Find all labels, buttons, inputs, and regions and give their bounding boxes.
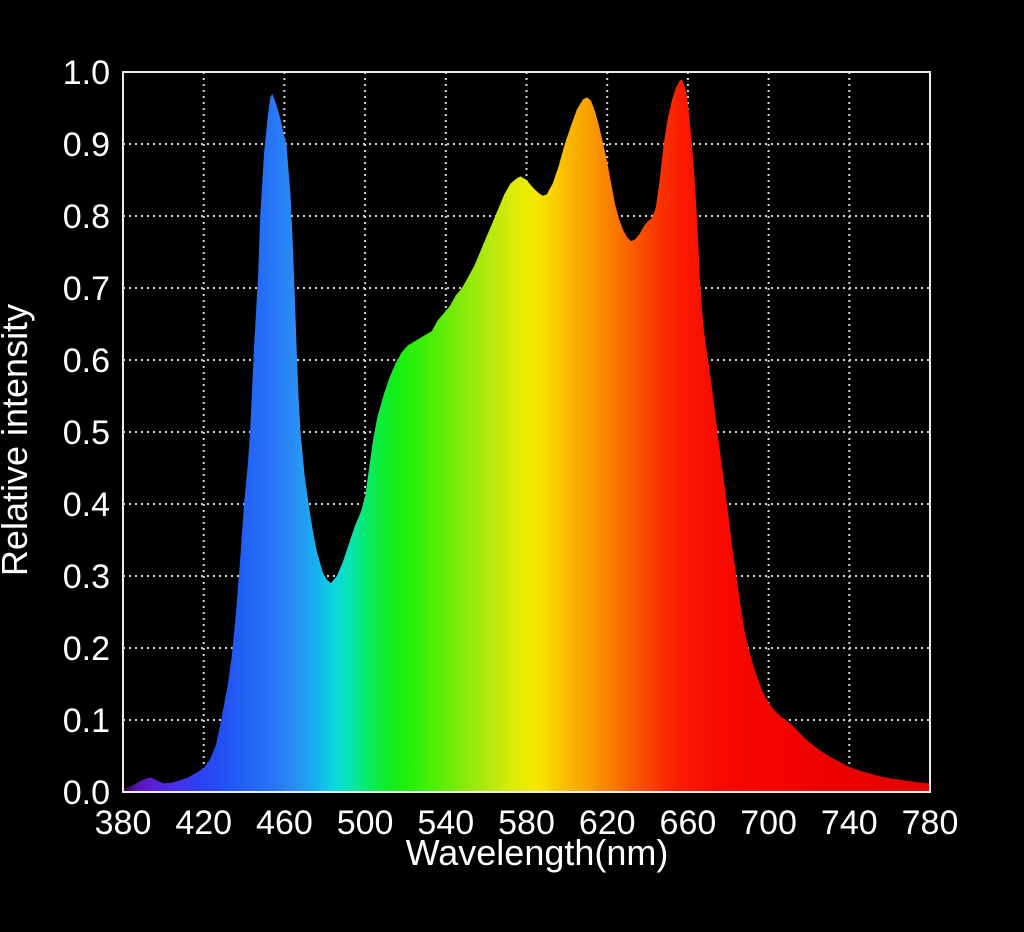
x-tick-label: 380: [95, 804, 152, 842]
x-tick-label: 540: [417, 804, 474, 842]
y-tick-label: 0.9: [63, 126, 110, 164]
x-tick-label: 500: [337, 804, 394, 842]
y-tick-label: 0.7: [63, 270, 110, 308]
y-tick-label: 0.5: [63, 414, 110, 452]
x-tick-label: 580: [498, 804, 555, 842]
x-tick-label: 620: [579, 804, 636, 842]
y-axis-title: Relative intensity: [0, 304, 35, 576]
y-tick-label: 0.0: [63, 774, 110, 812]
y-tick-label: 1.0: [63, 54, 110, 92]
x-tick-label: 700: [740, 804, 797, 842]
x-tick-label: 780: [902, 804, 959, 842]
spectrum-curve: [123, 79, 930, 792]
plot-border: [122, 71, 931, 793]
y-tick-label: 0.1: [63, 702, 110, 740]
y-tick-label: 0.6: [63, 342, 110, 380]
x-tick-label: 460: [256, 804, 313, 842]
y-tick-label: 0.4: [63, 486, 110, 524]
x-tick-label: 420: [175, 804, 232, 842]
x-tick-label: 740: [821, 804, 878, 842]
x-axis-title: Wavelength(nm): [406, 832, 669, 873]
y-axis-tick-labels: 0.0 0.1 0.2 0.3 0.4 0.5 0.6 0.7 0.8 0.9 1.0: [63, 54, 110, 812]
x-axis-tick-labels: 380 420 460 500 540 580 620 660 700 740 780: [95, 804, 959, 842]
y-tick-label: 0.3: [63, 558, 110, 596]
y-tick-label: 0.8: [63, 198, 110, 236]
y-tick-label: 0.2: [63, 630, 110, 668]
x-tick-label: 660: [660, 804, 717, 842]
